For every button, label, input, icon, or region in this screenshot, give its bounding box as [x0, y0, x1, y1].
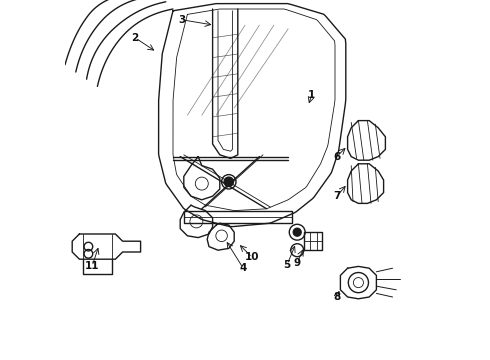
Text: 3: 3: [178, 15, 186, 25]
Text: 11: 11: [85, 261, 99, 271]
Text: 7: 7: [333, 191, 341, 201]
Circle shape: [293, 228, 301, 236]
Text: 2: 2: [132, 33, 139, 43]
Text: 4: 4: [240, 263, 247, 273]
Circle shape: [224, 177, 233, 186]
Text: 1: 1: [308, 90, 315, 100]
Text: 10: 10: [245, 252, 259, 262]
Text: 5: 5: [284, 260, 291, 270]
Text: 8: 8: [333, 292, 341, 302]
Text: 9: 9: [294, 258, 301, 268]
Text: 6: 6: [333, 152, 341, 162]
